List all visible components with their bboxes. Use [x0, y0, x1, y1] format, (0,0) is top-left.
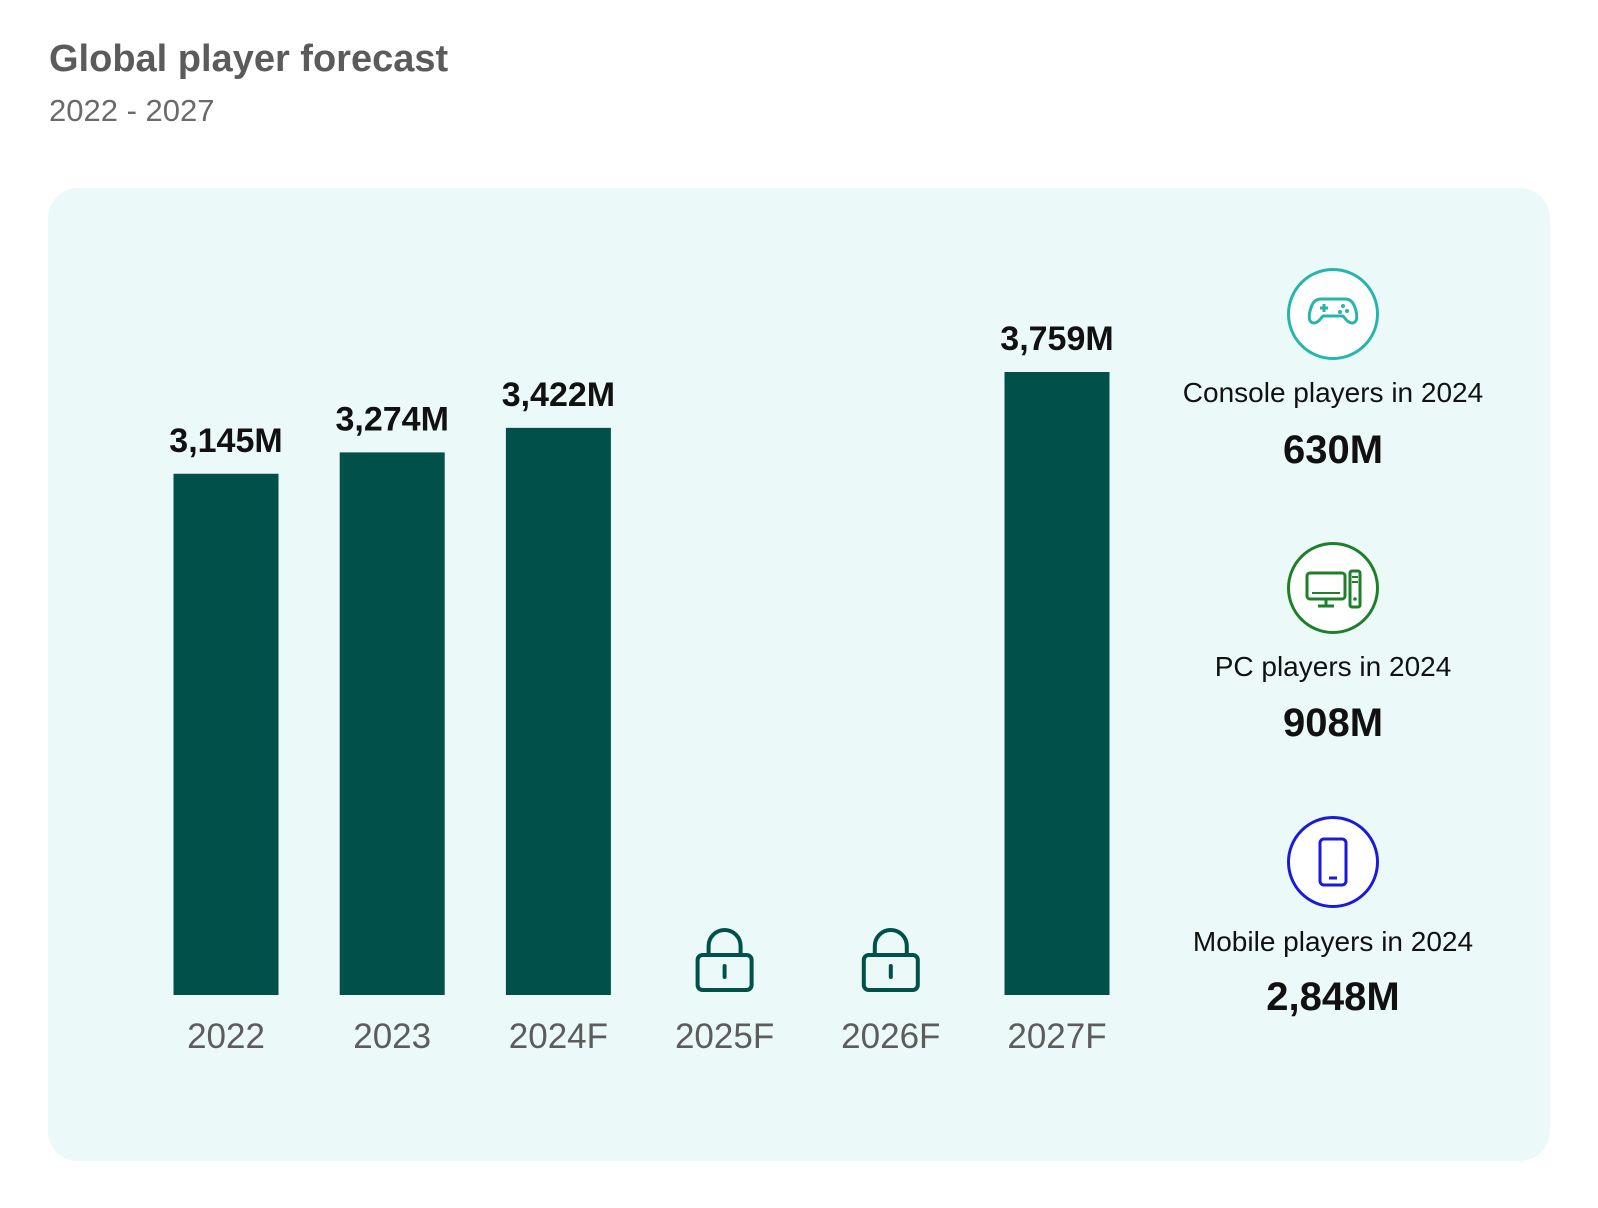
mobile-stat-label: Mobile players in 2024: [1192, 926, 1474, 957]
chart-title: Global player forecast: [49, 38, 449, 80]
console-stat-label: Console players in 2024: [1182, 377, 1484, 408]
gamepad-icon: [1287, 268, 1379, 360]
mobile-stat-value: 2,848M: [1266, 975, 1400, 1019]
console-stat-value: 630M: [1282, 428, 1384, 472]
smartphone-icon: [1287, 816, 1379, 908]
pc-stat-value: 908M: [1282, 701, 1384, 745]
pc-stat-label: PC players in 2024: [1214, 651, 1452, 682]
x-tick-label: 2026F: [841, 1017, 940, 1056]
x-tick-label: 2025F: [675, 1017, 774, 1056]
lock-icon: [861, 928, 920, 992]
x-tick-label: 2027F: [1007, 1017, 1106, 1056]
bar-value-label: 3,145M: [169, 422, 282, 460]
bar-2024f: [505, 427, 611, 995]
x-tick-label: 2023: [353, 1017, 431, 1056]
chart-panel: [48, 188, 1550, 1161]
lock-icon: [695, 928, 754, 992]
bar-2023: [339, 452, 445, 996]
chart-subtitle: 2022 - 2027: [49, 93, 215, 128]
bar-value-label: 3,759M: [1000, 320, 1113, 358]
x-tick-label: 2024F: [509, 1017, 608, 1056]
desktop-computer-icon: [1287, 542, 1379, 634]
bar-2027f: [1004, 372, 1110, 995]
bar-2022: [173, 473, 279, 996]
x-tick-label: 2022: [187, 1017, 265, 1056]
bar-value-label: 3,274M: [335, 400, 448, 438]
bar-value-label: 3,422M: [502, 376, 615, 414]
